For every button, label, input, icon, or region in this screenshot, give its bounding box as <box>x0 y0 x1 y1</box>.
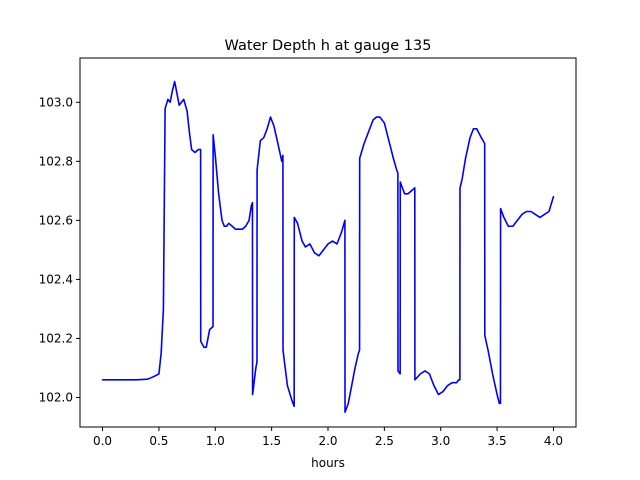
chart-title: Water Depth h at gauge 135 <box>225 38 432 54</box>
x-axis-label: hours <box>311 456 345 470</box>
series-layer <box>101 80 555 414</box>
y-tick-label: 103.0 <box>39 95 73 109</box>
x-tick-label: 1.0 <box>206 434 225 448</box>
x-tick-label: 0.5 <box>149 434 168 448</box>
y-tick-label: 102.8 <box>39 154 73 168</box>
x-tick-label: 3.0 <box>431 434 450 448</box>
x-axis: 0.0 0.5 1.0 1.5 2.0 2.5 3.0 3.5 4.0 <box>93 427 563 448</box>
x-tick-label: 4.0 <box>544 434 563 448</box>
x-tick-label: 0.0 <box>93 434 112 448</box>
series-line-water-depth <box>101 80 555 414</box>
y-tick-label: 102.2 <box>39 331 73 345</box>
axes-background <box>80 58 576 427</box>
x-tick-label: 1.5 <box>262 434 281 448</box>
y-tick-label: 102.0 <box>39 390 73 404</box>
y-tick-label: 102.6 <box>39 213 73 227</box>
y-axis: 102.0 102.2 102.4 102.6 102.8 103.0 <box>39 95 80 404</box>
x-tick-label: 3.5 <box>488 434 507 448</box>
x-tick-label: 2.0 <box>318 434 337 448</box>
plot-area <box>79 57 577 428</box>
x-tick-label: 2.5 <box>375 434 394 448</box>
y-tick-label: 102.4 <box>39 272 73 286</box>
